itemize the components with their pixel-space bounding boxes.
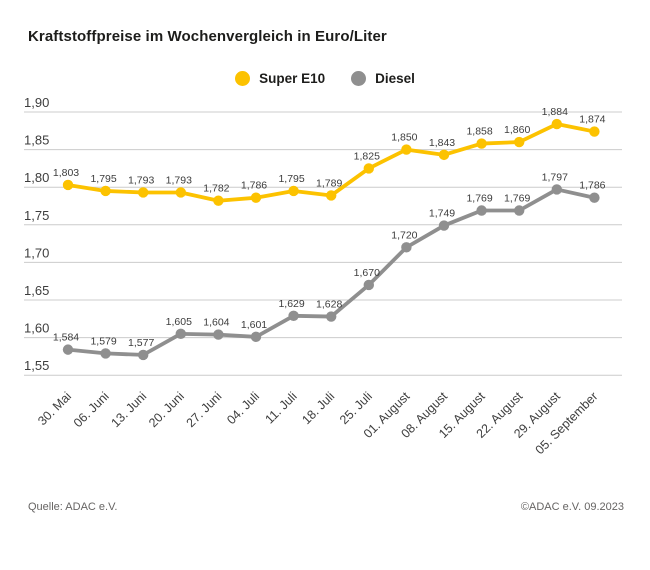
svg-text:1,60: 1,60 bbox=[24, 321, 49, 336]
svg-text:1,55: 1,55 bbox=[24, 358, 49, 373]
svg-text:1,720: 1,720 bbox=[391, 229, 417, 241]
svg-text:1,884: 1,884 bbox=[542, 106, 568, 118]
svg-text:1,75: 1,75 bbox=[24, 208, 49, 223]
chart-legend: Super E10 Diesel bbox=[0, 71, 650, 86]
svg-text:1,795: 1,795 bbox=[90, 173, 116, 185]
svg-text:1,797: 1,797 bbox=[542, 171, 568, 183]
super-e10-dot-icon bbox=[235, 71, 251, 86]
svg-text:1,584: 1,584 bbox=[53, 332, 79, 344]
svg-text:1,793: 1,793 bbox=[166, 174, 192, 186]
copyright-note: ©ADAC e.V. 09.2023 bbox=[520, 501, 624, 513]
svg-text:1,803: 1,803 bbox=[53, 167, 79, 179]
diesel-dot-icon bbox=[351, 71, 367, 86]
svg-text:1,825: 1,825 bbox=[354, 150, 380, 162]
legend-item-diesel: Diesel bbox=[351, 71, 415, 86]
svg-text:27. Juni: 27. Juni bbox=[184, 389, 225, 430]
svg-text:1,786: 1,786 bbox=[241, 180, 267, 192]
svg-text:1,789: 1,789 bbox=[316, 177, 342, 189]
svg-text:1,628: 1,628 bbox=[316, 299, 342, 311]
svg-text:1,843: 1,843 bbox=[429, 137, 455, 149]
svg-text:1,850: 1,850 bbox=[391, 132, 417, 144]
svg-text:1,70: 1,70 bbox=[24, 245, 49, 260]
svg-text:1,65: 1,65 bbox=[24, 283, 49, 298]
svg-text:1,579: 1,579 bbox=[90, 335, 116, 347]
svg-text:1,786: 1,786 bbox=[579, 180, 605, 192]
source-note: Quelle: ADAC e.V. bbox=[28, 501, 118, 513]
svg-text:04. Juli: 04. Juli bbox=[224, 389, 262, 427]
legend-label-diesel: Diesel bbox=[375, 71, 415, 86]
svg-text:1,601: 1,601 bbox=[241, 319, 267, 331]
svg-text:20. Juni: 20. Juni bbox=[146, 389, 187, 430]
svg-text:18. Juli: 18. Juli bbox=[299, 389, 337, 427]
svg-text:1,629: 1,629 bbox=[278, 298, 304, 310]
legend-item-super-e10: Super E10 bbox=[235, 71, 325, 86]
svg-text:1,577: 1,577 bbox=[128, 337, 154, 349]
svg-text:06. Juni: 06. Juni bbox=[71, 389, 112, 430]
svg-text:1,769: 1,769 bbox=[504, 193, 530, 205]
page-title: Kraftstoffpreise im Wochenvergleich in E… bbox=[28, 28, 387, 45]
legend-label-super-e10: Super E10 bbox=[259, 71, 326, 86]
svg-text:1,795: 1,795 bbox=[278, 173, 304, 185]
svg-text:1,605: 1,605 bbox=[166, 316, 192, 328]
svg-text:1,782: 1,782 bbox=[203, 183, 229, 195]
svg-text:13. Juni: 13. Juni bbox=[108, 389, 149, 430]
svg-text:1,769: 1,769 bbox=[466, 193, 492, 205]
svg-text:1,85: 1,85 bbox=[24, 133, 49, 148]
svg-text:30. Mai: 30. Mai bbox=[35, 389, 74, 428]
svg-text:1,749: 1,749 bbox=[429, 208, 455, 220]
svg-text:1,90: 1,90 bbox=[24, 95, 49, 110]
svg-text:11. Juli: 11. Juli bbox=[262, 389, 299, 426]
svg-text:1,670: 1,670 bbox=[354, 267, 380, 279]
svg-text:1,80: 1,80 bbox=[24, 170, 49, 185]
svg-text:1,604: 1,604 bbox=[203, 317, 229, 329]
svg-text:1,793: 1,793 bbox=[128, 174, 154, 186]
svg-text:1,860: 1,860 bbox=[504, 124, 530, 136]
svg-text:1,874: 1,874 bbox=[579, 114, 605, 126]
svg-text:1,858: 1,858 bbox=[466, 126, 492, 138]
